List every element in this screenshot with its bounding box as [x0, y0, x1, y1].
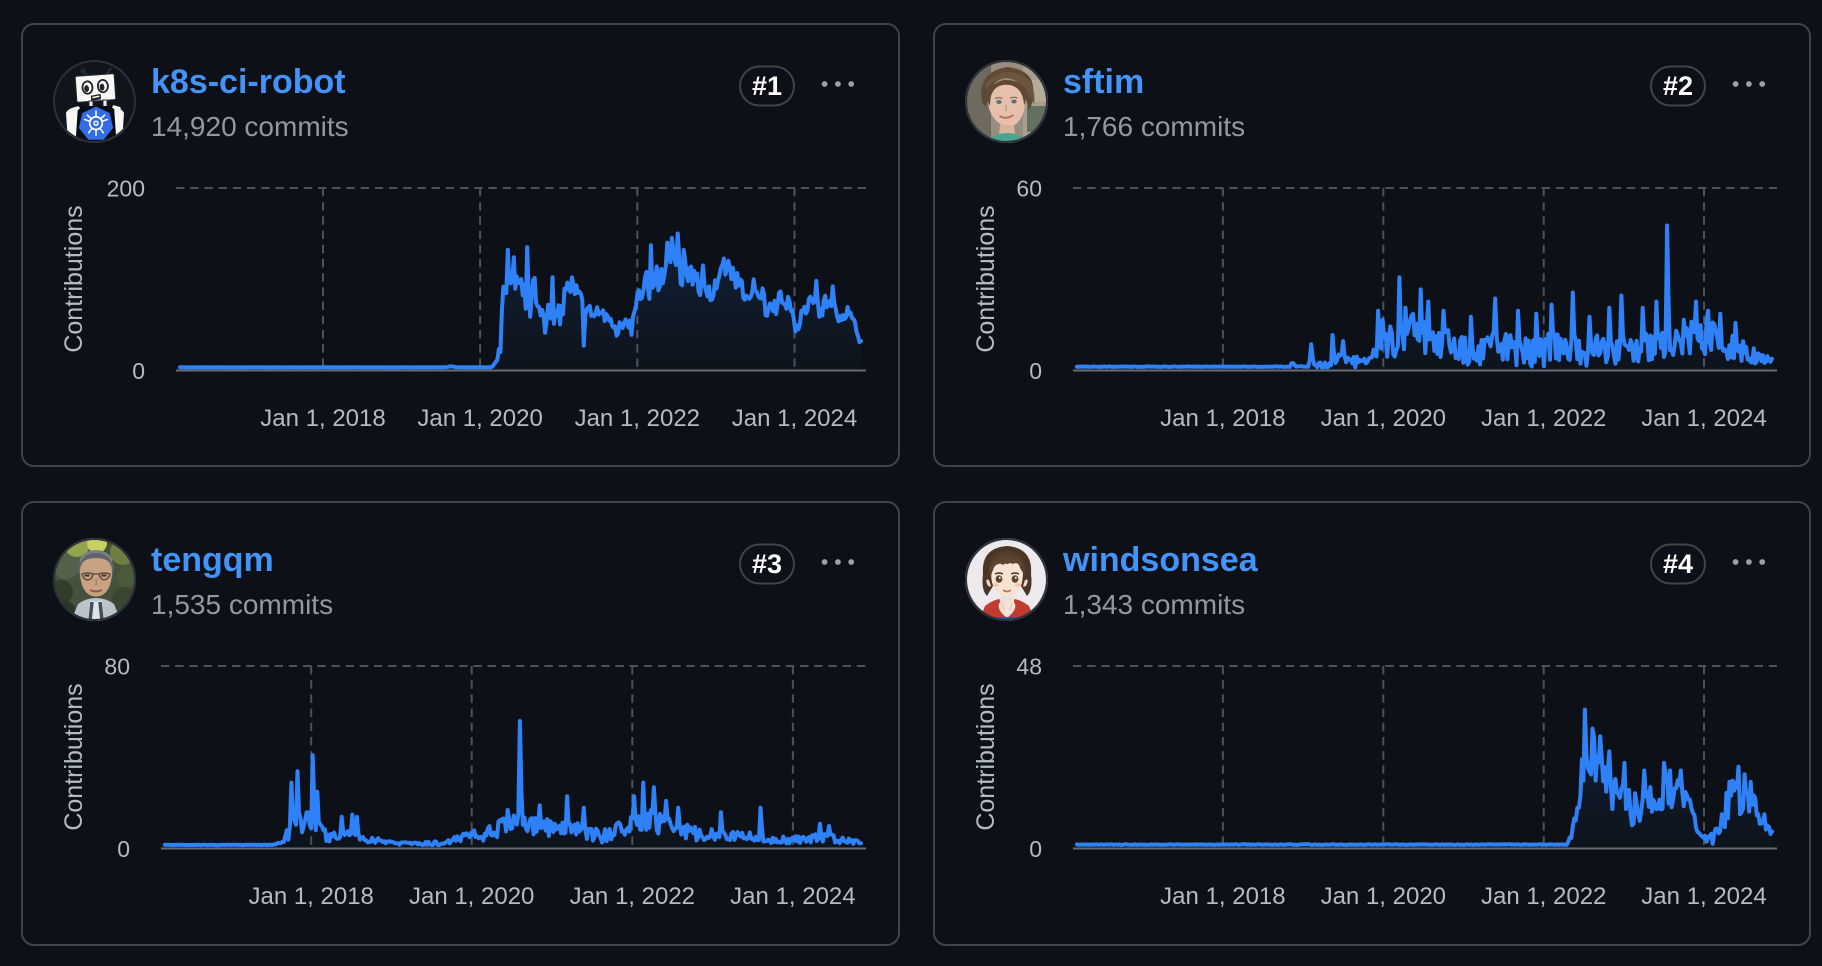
svg-text:Jan 1, 2020: Jan 1, 2020 [417, 405, 542, 432]
svg-text:#1: #1 [752, 71, 782, 101]
svg-text:Jan 1, 2020: Jan 1, 2020 [1321, 883, 1446, 910]
svg-text:k8s-ci-robot: k8s-ci-robot [151, 63, 346, 101]
svg-text:80: 80 [104, 654, 130, 680]
svg-text:Jan 1, 2018: Jan 1, 2018 [260, 405, 385, 432]
svg-text:48: 48 [1016, 654, 1042, 680]
svg-text:#4: #4 [1663, 549, 1693, 579]
svg-text:Contributions: Contributions [972, 205, 1000, 352]
svg-text:Jan 1, 2020: Jan 1, 2020 [1321, 405, 1446, 432]
svg-text:sftim: sftim [1063, 63, 1144, 101]
svg-text:Jan 1, 2024: Jan 1, 2024 [1641, 405, 1766, 432]
svg-text:0: 0 [1029, 358, 1042, 384]
svg-text:Contributions: Contributions [972, 683, 1000, 830]
svg-text:Jan 1, 2024: Jan 1, 2024 [730, 883, 855, 910]
svg-text:#2: #2 [1663, 71, 1693, 101]
svg-text:1,343 commits: 1,343 commits [1063, 589, 1245, 620]
svg-text:Contributions: Contributions [60, 683, 88, 830]
svg-text:windsonsea: windsonsea [1062, 541, 1259, 579]
svg-text:0: 0 [1029, 836, 1042, 862]
svg-text:60: 60 [1016, 176, 1042, 202]
svg-text:0: 0 [117, 836, 130, 862]
svg-text:1,766 commits: 1,766 commits [1063, 111, 1245, 142]
svg-text:0: 0 [132, 358, 145, 384]
svg-text:200: 200 [107, 176, 145, 202]
svg-text:Jan 1, 2018: Jan 1, 2018 [1160, 405, 1285, 432]
svg-text:Jan 1, 2022: Jan 1, 2022 [570, 883, 695, 910]
svg-text:14,920 commits: 14,920 commits [151, 111, 349, 142]
svg-text:Jan 1, 2018: Jan 1, 2018 [248, 883, 373, 910]
svg-text:Jan 1, 2022: Jan 1, 2022 [1481, 405, 1606, 432]
svg-text:Jan 1, 2022: Jan 1, 2022 [1481, 883, 1606, 910]
svg-text:Jan 1, 2018: Jan 1, 2018 [1160, 883, 1285, 910]
svg-text:Jan 1, 2020: Jan 1, 2020 [409, 883, 534, 910]
svg-text:1,535 commits: 1,535 commits [151, 589, 333, 620]
svg-text:Jan 1, 2022: Jan 1, 2022 [575, 405, 700, 432]
svg-text:Contributions: Contributions [60, 205, 88, 352]
svg-text:Jan 1, 2024: Jan 1, 2024 [1641, 883, 1766, 910]
svg-text:#3: #3 [752, 549, 782, 579]
svg-text:tengqm: tengqm [151, 541, 274, 579]
svg-text:Jan 1, 2024: Jan 1, 2024 [732, 405, 857, 432]
